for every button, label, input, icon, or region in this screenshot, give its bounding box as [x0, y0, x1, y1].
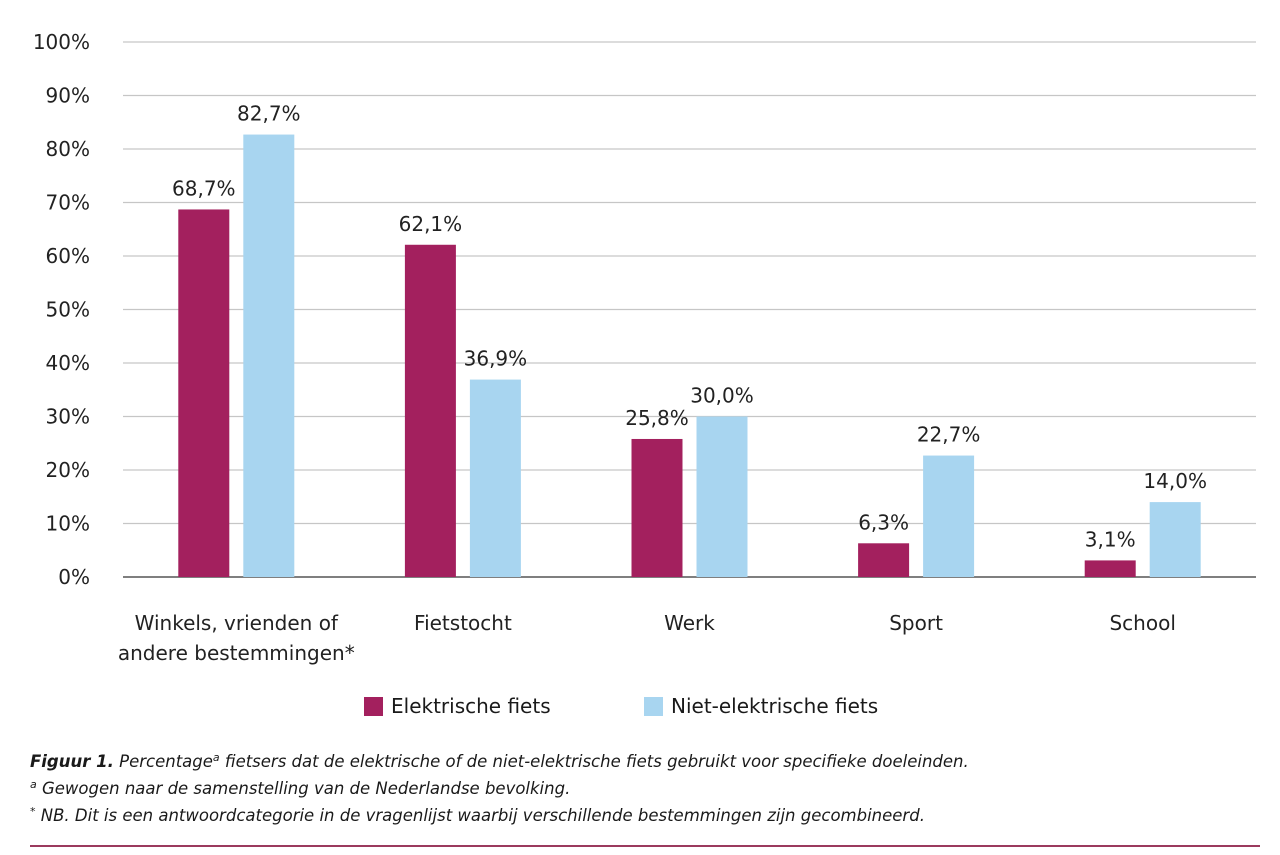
y-tick-label: 100%	[33, 30, 90, 54]
figure-label: Figuur 1.	[30, 752, 114, 771]
caption-line-1-post: fietsers dat de elektrische of de niet-e…	[224, 752, 969, 771]
data-label: 25,8%	[625, 406, 689, 430]
legend: Elektrische fiets Niet-elektrische fiets	[0, 694, 1280, 722]
data-label: 14,0%	[1143, 469, 1207, 493]
bar	[404, 244, 456, 577]
x-category-label: andere bestemmingen*	[118, 641, 355, 665]
x-category-label: Werk	[664, 611, 715, 635]
y-tick-label: 70%	[46, 191, 90, 215]
bar	[243, 134, 295, 577]
y-tick-label: 20%	[46, 458, 90, 482]
legend-swatch-niet-elektrisch	[644, 696, 663, 716]
bar	[178, 209, 230, 577]
y-tick-label: 50%	[46, 298, 90, 322]
caption-footnote-mark-a: a	[212, 751, 220, 764]
caption-line-3: * NB. Dit is een antwoordcategorie in de…	[30, 802, 1260, 829]
y-tick-label: 80%	[46, 137, 90, 161]
y-tick-label: 0%	[58, 565, 90, 589]
footnote-a-text: Gewogen naar de samenstelling van de Ned…	[42, 779, 571, 798]
data-label: 68,7%	[172, 176, 236, 200]
x-category-label: Sport	[889, 611, 943, 635]
legend-item-elektrisch: Elektrische fiets	[364, 694, 551, 718]
data-label: 22,7%	[917, 423, 981, 447]
y-tick-label: 30%	[46, 405, 90, 429]
x-category-label: School	[1109, 611, 1175, 635]
footnote-asterisk-text: NB. Dit is een antwoordcategorie in de v…	[40, 806, 925, 825]
caption-line-1-pre: Percentage	[119, 752, 213, 771]
caption-line-1: Figuur 1. Percentagea fietsers dat de el…	[30, 748, 1260, 775]
bar	[696, 416, 748, 577]
bar	[858, 543, 910, 577]
data-label: 6,3%	[858, 510, 909, 534]
y-tick-label: 10%	[46, 512, 90, 536]
bar-chart: 0% 10% 20% 30% 40% 50% 60% 70% 80% 90% 100% 68,7% 82…	[33, 30, 1256, 665]
y-tick-label: 60%	[46, 244, 90, 268]
bar	[1149, 502, 1201, 577]
figure-caption: Figuur 1. Percentagea fietsers dat de el…	[30, 748, 1260, 829]
legend-swatch-elektrisch	[364, 696, 383, 716]
bar	[631, 438, 683, 577]
caption-line-2: a Gewogen naar de samenstelling van de N…	[30, 775, 1260, 802]
x-category-label: Winkels, vrienden of	[135, 611, 339, 635]
y-tick-label: 90%	[46, 84, 90, 108]
bottom-rule	[30, 845, 1260, 847]
y-tick-label: 40%	[46, 351, 90, 375]
footnote-mark-a: a	[30, 778, 37, 791]
legend-item-niet-elektrisch: Niet-elektrische fiets	[644, 694, 878, 718]
footnote-mark-asterisk: *	[30, 805, 36, 818]
bar	[923, 455, 975, 577]
bar	[469, 379, 521, 577]
bar	[1084, 560, 1136, 577]
legend-label-elektrisch: Elektrische fiets	[391, 694, 551, 718]
data-label: 36,9%	[464, 347, 528, 371]
data-label: 30,0%	[690, 384, 754, 408]
data-label: 82,7%	[237, 102, 301, 126]
data-label: 62,1%	[399, 212, 463, 236]
x-category-label: Fietstocht	[414, 611, 512, 635]
data-label: 3,1%	[1085, 527, 1136, 551]
legend-label-niet-elektrisch: Niet-elektrische fiets	[671, 694, 879, 718]
